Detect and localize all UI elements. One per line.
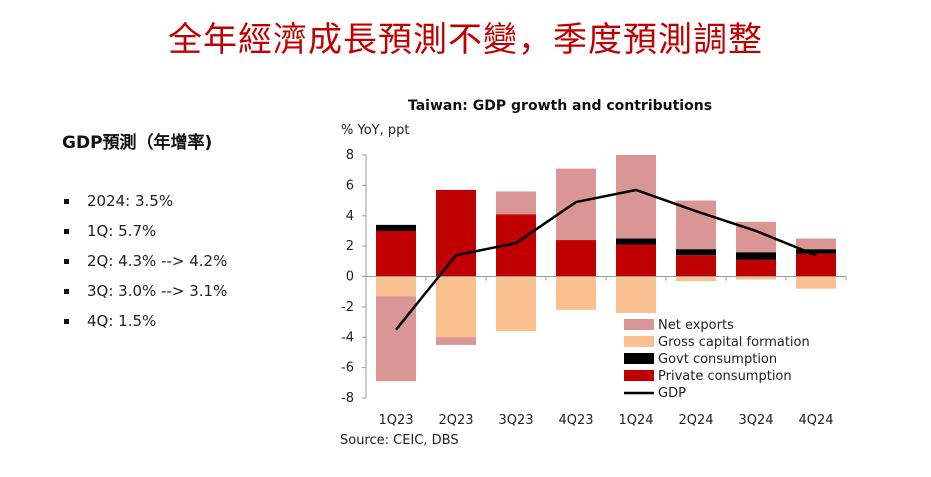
forecast-item: 2024: 3.5% (64, 186, 227, 216)
legend-label: GDP (658, 386, 686, 401)
bar-net-exports (436, 337, 476, 345)
bar-private-consumption (676, 255, 716, 277)
y-tick-label: -4 (341, 330, 354, 345)
bullet-square-icon (64, 198, 69, 204)
forecast-item: 2Q: 4.3% --> 4.2% (64, 246, 227, 276)
legend-label: Gross capital formation (658, 335, 810, 350)
forecast-item: 3Q: 3.0% --> 3.1% (64, 276, 227, 306)
bullet-square-icon (64, 318, 69, 324)
bar-private-consumption (376, 230, 416, 277)
y-tick-label: 8 (346, 148, 354, 163)
bar-gross-capital-formation (556, 276, 596, 310)
bar-gross-capital-formation (496, 276, 536, 332)
forecast-item: 4Q: 1.5% (64, 306, 227, 336)
forecast-item-text: 2Q: 4.3% --> 4.2% (87, 252, 228, 270)
y-tick-label: 2 (346, 239, 354, 254)
bullet-square-icon (64, 258, 69, 264)
bar-net-exports (616, 155, 656, 239)
y-axis-label: % YoY, ppt (341, 123, 410, 138)
bar-govt-consumption (796, 249, 836, 254)
bar-gross-capital-formation (376, 276, 416, 297)
legend-swatch-net-exports (624, 319, 654, 330)
bar-private-consumption (796, 253, 836, 277)
bar-private-consumption (616, 244, 656, 277)
bar-govt-consumption (736, 252, 776, 260)
legend-swatch-private-consumption (624, 370, 654, 381)
bar-gross-capital-formation (436, 276, 476, 338)
y-tick-label: 0 (346, 270, 354, 285)
x-tick-label: 4Q23 (558, 413, 593, 428)
legend-label: Private consumption (658, 369, 792, 384)
bar-gross-capital-formation (736, 276, 776, 280)
chart-title: Taiwan: GDP growth and contributions (407, 98, 713, 114)
forecast-heading: GDP預測（年增率) (62, 133, 213, 153)
bar-govt-consumption (676, 249, 716, 256)
bar-govt-consumption (616, 238, 656, 245)
bar-net-exports (796, 238, 836, 250)
bar-gross-capital-formation (796, 276, 836, 289)
legend-label: Govt consumption (658, 352, 777, 367)
x-tick-label: 3Q24 (738, 413, 773, 428)
forecast-item: 1Q: 5.7% (64, 216, 227, 246)
legend-label: Net exports (658, 318, 734, 333)
forecast-item-text: 3Q: 3.0% --> 3.1% (87, 282, 228, 300)
x-tick-label: 1Q24 (618, 413, 653, 428)
forecast-item-text: 2024: 3.5% (87, 192, 174, 210)
x-tick-label: 1Q23 (378, 413, 413, 428)
chart-source: Source: CEIC, DBS (340, 433, 459, 448)
y-tick-label: 6 (346, 178, 354, 193)
bar-gross-capital-formation (616, 276, 656, 313)
y-tick-label: -6 (341, 361, 354, 376)
forecast-list: 2024: 3.5% 1Q: 5.7% 2Q: 4.3% --> 4.2% 3Q… (64, 186, 227, 336)
legend-swatch-govt-consumption (624, 353, 654, 364)
y-tick-label: 4 (346, 209, 354, 224)
x-tick-label: 2Q23 (438, 413, 473, 428)
forecast-item-text: 1Q: 5.7% (87, 222, 157, 240)
bullet-square-icon (64, 288, 69, 294)
gdp-line (395, 188, 817, 331)
x-tick-label: 2Q24 (678, 413, 713, 428)
y-tick-label: -8 (341, 391, 354, 406)
bar-net-exports (376, 296, 416, 382)
bar-gross-capital-formation (676, 276, 716, 282)
bar-net-exports (556, 168, 596, 241)
x-tick-label: 4Q24 (798, 413, 833, 428)
bar-private-consumption (736, 259, 776, 277)
bullet-square-icon (64, 228, 69, 234)
bar-private-consumption (436, 189, 476, 277)
bar-govt-consumption (376, 224, 416, 231)
bar-net-exports (496, 191, 536, 215)
legend-swatch-gross-capital-formation (624, 336, 654, 347)
x-tick-label: 3Q23 (498, 413, 533, 428)
forecast-item-text: 4Q: 1.5% (87, 312, 157, 330)
y-tick-label: -2 (341, 300, 354, 315)
bar-private-consumption (556, 240, 596, 277)
bar-net-exports (676, 200, 716, 250)
slide-title: 全年經濟成長預測不變，季度預測調整 (168, 20, 763, 60)
